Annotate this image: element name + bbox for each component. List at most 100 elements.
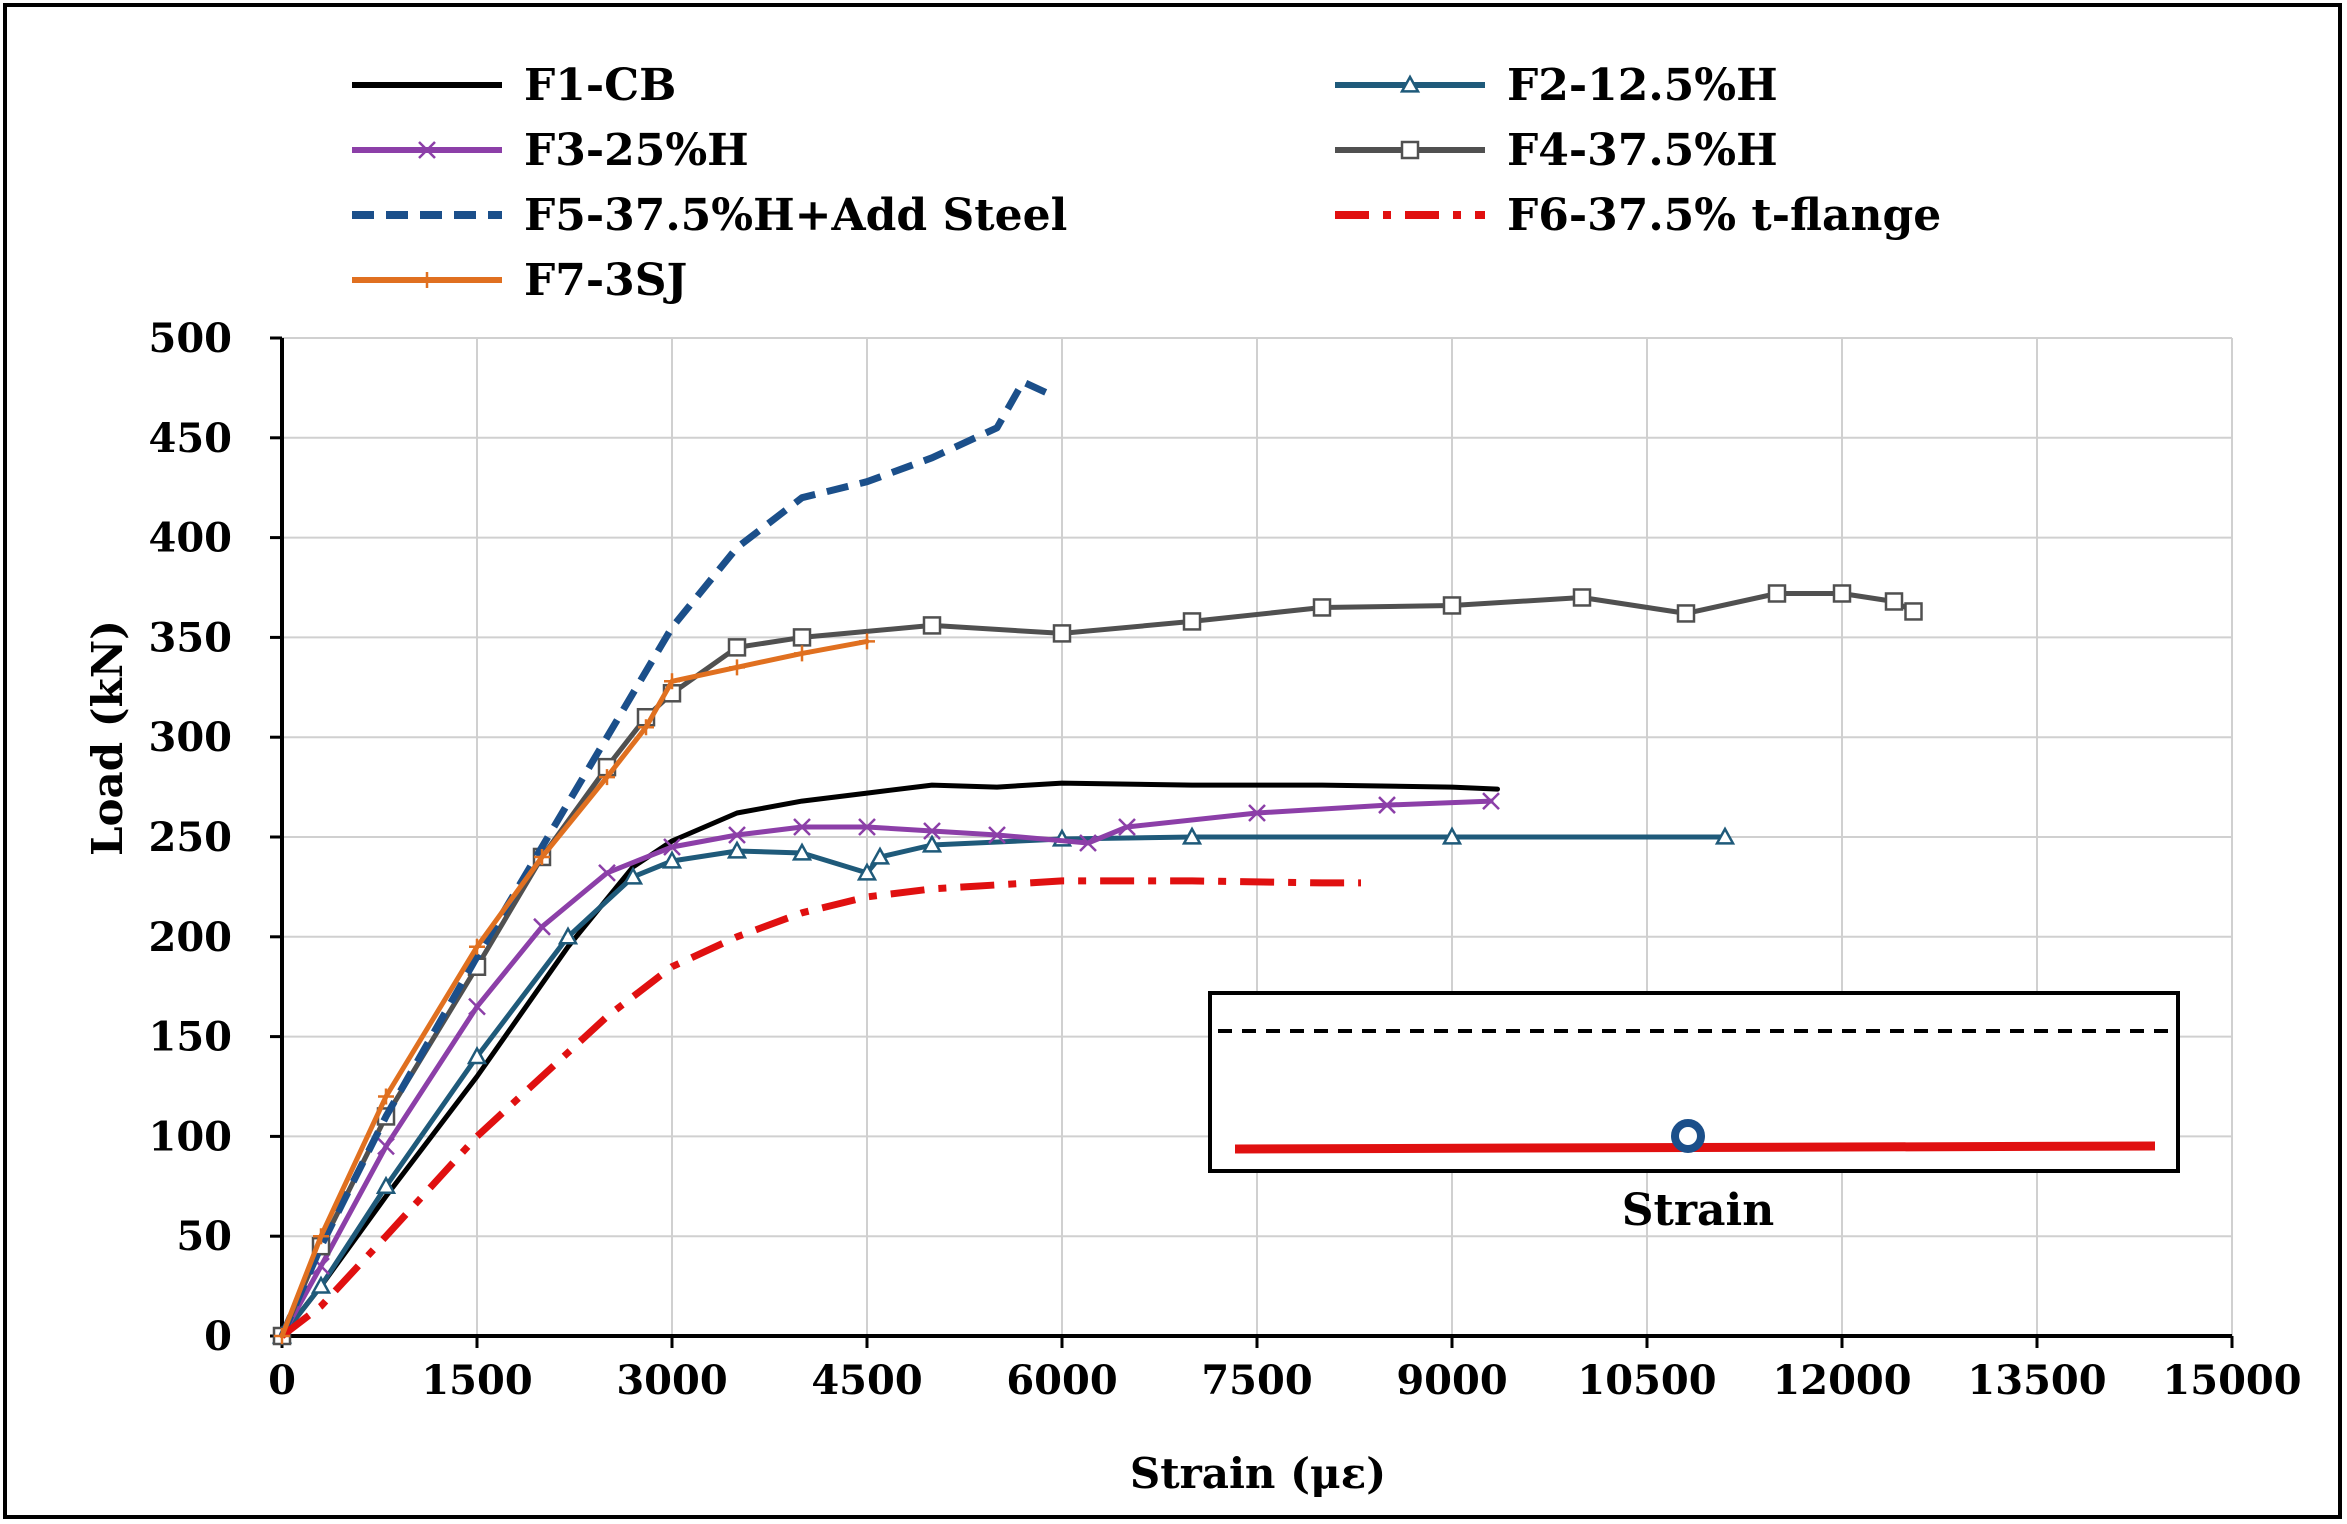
data-point-f4-37-5-h bbox=[1572, 588, 1592, 607]
tick-labels: 0 1500 3000 4500 6000 7500 9000 10500 12000 13500… bbox=[149, 315, 2302, 1404]
x-tick-label: 7500 bbox=[1201, 1357, 1312, 1404]
data-point-f3-25-h bbox=[533, 917, 551, 936]
legend-entry-f4-37-5-h: F4-37.5%H bbox=[1335, 125, 1778, 176]
data-point-f3-25-h bbox=[1378, 796, 1396, 814]
data-point-f4-37-5-h bbox=[1904, 602, 1923, 621]
series-f5-37-5-h-add-steel bbox=[278, 378, 1051, 1338]
axes bbox=[270, 336, 2234, 1348]
data-point-f7-3sj bbox=[313, 1228, 329, 1245]
x-tick-label: 4500 bbox=[811, 1357, 922, 1404]
data-point-f3-25-h bbox=[598, 864, 616, 882]
x-tick-label: 3000 bbox=[616, 1357, 727, 1404]
x-tick-label: 10500 bbox=[1577, 1357, 1716, 1404]
y-tick-label: 150 bbox=[149, 1014, 233, 1061]
data-point-f3-25-h bbox=[468, 997, 486, 1016]
series-line-f1-cb bbox=[279, 780, 1500, 1339]
x-tick-label: 12000 bbox=[1772, 1357, 1911, 1404]
data-point-f3-25-h bbox=[923, 822, 941, 840]
y-tick-label: 300 bbox=[149, 714, 233, 761]
y-tick-label: 200 bbox=[149, 914, 233, 961]
legend-label: F2-12.5%H bbox=[1507, 60, 1778, 111]
data-point-f2-12-5-h bbox=[375, 1175, 397, 1194]
data-point-f7-3sj bbox=[859, 633, 875, 650]
data-point-f4-37-5-h bbox=[1312, 598, 1332, 617]
data-point-f2-12-5-h bbox=[466, 1045, 488, 1065]
data-point-f4-37-5-h bbox=[922, 616, 942, 635]
legend-marker bbox=[419, 272, 435, 288]
legend-entry-f2-12-5-h: F2-12.5%H bbox=[1335, 60, 1778, 111]
series-f2-12-5-h bbox=[271, 826, 1736, 1344]
legend-label: F3-25%H bbox=[524, 125, 749, 176]
x-tick-label: 9000 bbox=[1396, 1357, 1507, 1404]
data-point-f4-37-5-h bbox=[1442, 596, 1462, 615]
legend-label: F6-37.5% t-flange bbox=[1507, 190, 1941, 241]
y-tick-label: 250 bbox=[149, 814, 233, 861]
data-point-f3-25-h bbox=[663, 838, 681, 856]
data-point-f7-3sj bbox=[794, 645, 810, 662]
data-point-f4-37-5-h bbox=[1182, 612, 1202, 631]
data-point-f3-25-h bbox=[793, 818, 811, 836]
data-point-f2-12-5-h bbox=[791, 842, 813, 861]
legend-label: F5-37.5%H+Add Steel bbox=[524, 190, 1067, 241]
legend-entry-f5-37-5-h-add-steel: F5-37.5%H+Add Steel bbox=[352, 190, 1067, 241]
legend-marker bbox=[1399, 74, 1421, 93]
series-f4-37-5-h bbox=[272, 584, 1923, 1346]
x-tick-label: 13500 bbox=[1967, 1357, 2106, 1404]
legend-entry-f7-3sj: F7-3SJ bbox=[352, 255, 687, 306]
series-f3-25-h bbox=[273, 792, 1500, 1345]
legend-label: F4-37.5%H bbox=[1507, 125, 1778, 176]
data-point-f7-3sj bbox=[274, 1328, 290, 1344]
data-point-f3-25-h bbox=[988, 826, 1006, 844]
data-point-f4-37-5-h bbox=[1767, 584, 1787, 603]
y-tick-label: 50 bbox=[176, 1213, 232, 1260]
data-point-f4-37-5-h bbox=[1832, 584, 1852, 603]
y-tick-label: 450 bbox=[149, 415, 233, 462]
data-point-f4-37-5-h bbox=[1884, 592, 1904, 611]
data-point-f4-37-5-h bbox=[1676, 604, 1696, 623]
series-line-f5-37-5-h-add-steel bbox=[278, 378, 1051, 1338]
data-point-f2-12-5-h bbox=[869, 846, 891, 865]
data-point-f2-12-5-h bbox=[622, 866, 644, 885]
data-point-f7-3sj bbox=[378, 1088, 394, 1105]
legend-marker bbox=[1400, 140, 1420, 160]
data-point-f2-12-5-h bbox=[726, 840, 748, 859]
legend-marker bbox=[418, 141, 436, 159]
data-point-f4-37-5-h bbox=[792, 628, 812, 647]
strain-gauge-icon bbox=[1671, 1119, 1705, 1153]
data-point-f2-12-5-h bbox=[856, 862, 878, 881]
series-f6-37-5-t-flange bbox=[279, 877, 1361, 1339]
data-point-f2-12-5-h bbox=[661, 850, 683, 869]
x-tick-label: 0 bbox=[268, 1357, 296, 1404]
data-point-f3-25-h bbox=[1482, 792, 1500, 810]
data-point-f2-12-5-h bbox=[310, 1275, 332, 1294]
data-point-f7-3sj bbox=[664, 673, 680, 690]
data-point-f3-25-h bbox=[1248, 804, 1266, 822]
legend-entry-f6-37-5-t-flange: F6-37.5% t-flange bbox=[1335, 190, 1941, 241]
data-point-f3-25-h bbox=[858, 818, 876, 836]
y-tick-label: 400 bbox=[149, 515, 233, 562]
data-point-f2-12-5-h bbox=[921, 834, 943, 853]
inset-diagram: Strain bbox=[1208, 991, 2180, 1236]
data-point-f3-25-h bbox=[728, 826, 746, 844]
data-point-f7-3sj bbox=[534, 848, 550, 865]
plot-area bbox=[271, 378, 1923, 1346]
y-tick-label: 350 bbox=[149, 614, 233, 661]
series-line-f2-12-5-h bbox=[279, 834, 1728, 1339]
data-point-f2-12-5-h bbox=[1181, 826, 1203, 845]
y-axis-title: Load (kN) bbox=[83, 620, 132, 856]
data-point-f7-3sj bbox=[638, 719, 654, 736]
x-tick-label: 15000 bbox=[2162, 1357, 2301, 1404]
data-point-f2-12-5-h bbox=[1441, 826, 1463, 845]
data-point-f4-37-5-h bbox=[1052, 624, 1072, 643]
data-point-f2-12-5-h bbox=[557, 926, 579, 945]
x-tick-label: 1500 bbox=[421, 1357, 532, 1404]
data-point-f3-25-h bbox=[1118, 818, 1136, 836]
x-axis-title: Strain (με) bbox=[1130, 1449, 1386, 1498]
data-point-f3-25-h bbox=[377, 1137, 395, 1156]
legend-entry-f3-25-h: F3-25%H bbox=[352, 125, 749, 176]
y-tick-label: 100 bbox=[149, 1113, 233, 1160]
y-tick-label: 500 bbox=[149, 315, 233, 362]
y-tick-label: 0 bbox=[204, 1313, 232, 1360]
data-point-f7-3sj bbox=[469, 938, 485, 955]
